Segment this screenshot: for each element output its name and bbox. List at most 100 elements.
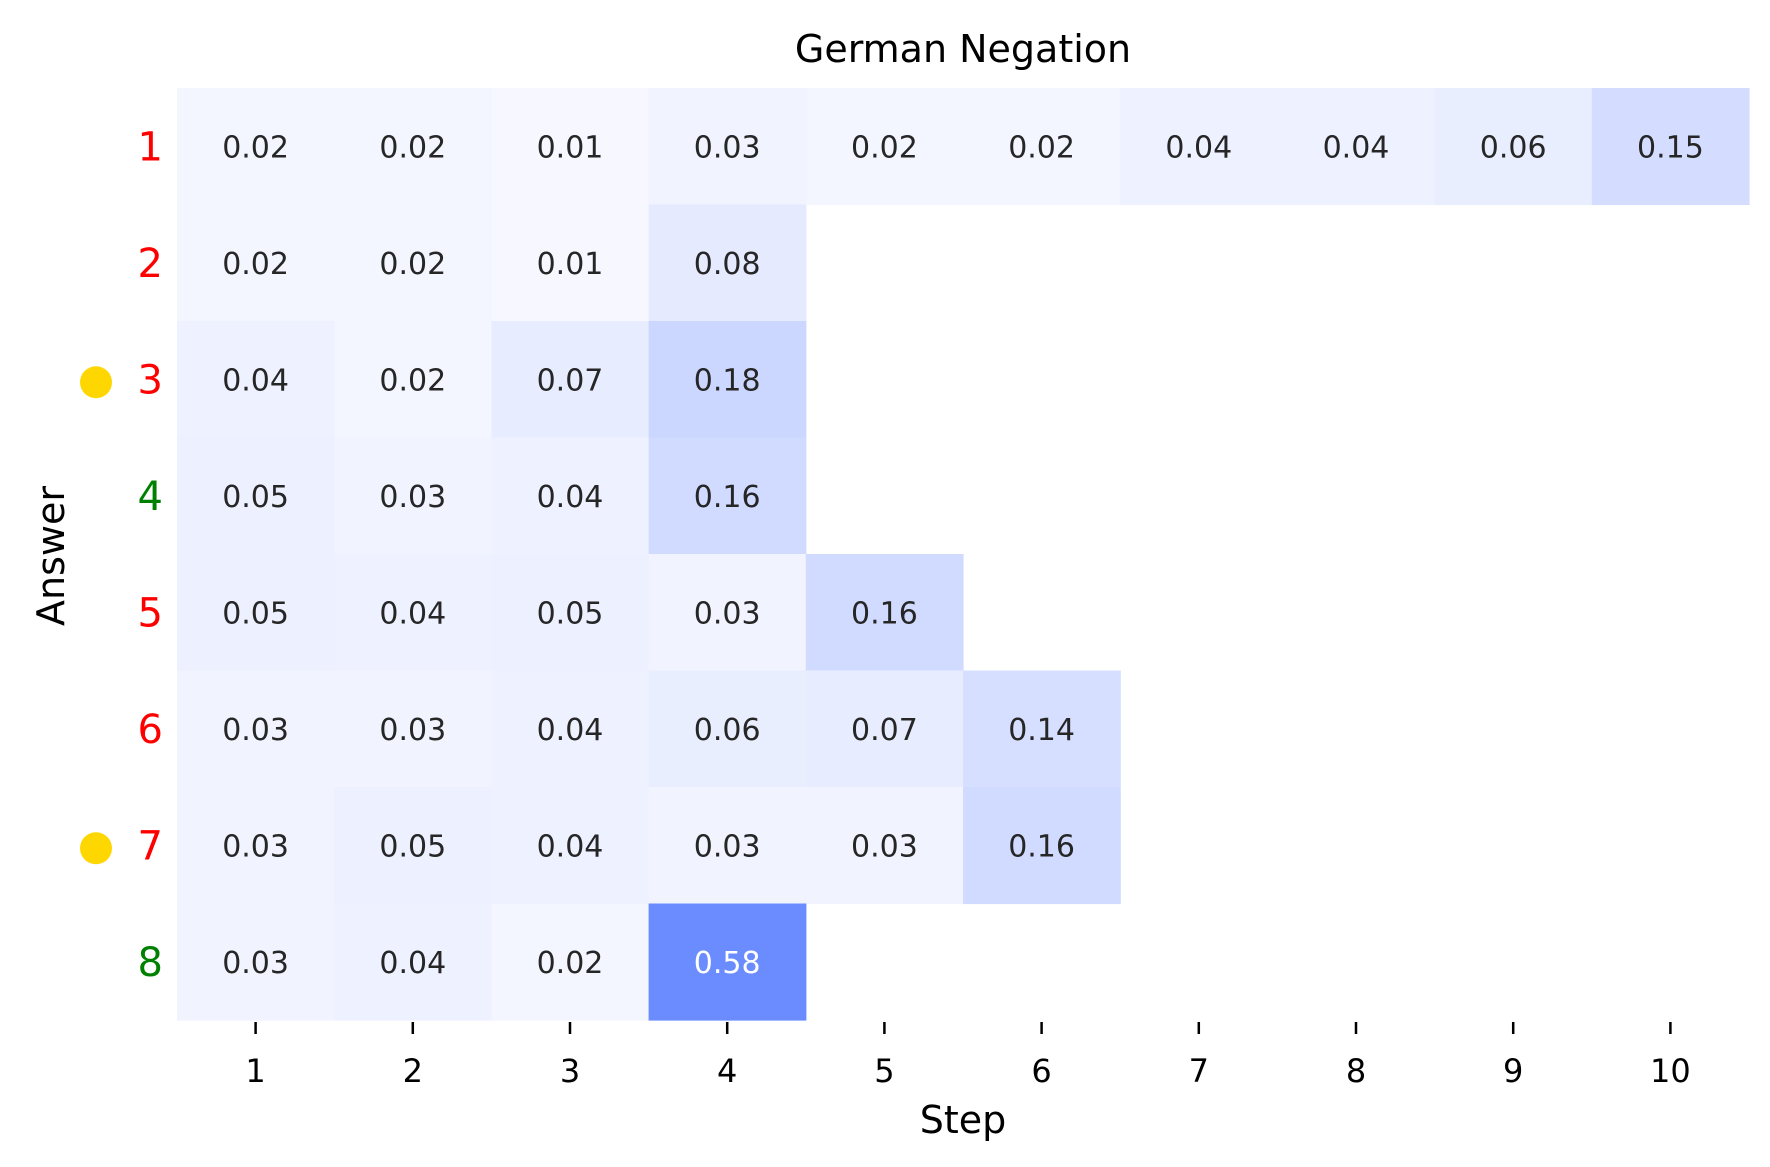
heatmap-cell xyxy=(334,321,492,439)
heatmap-cell xyxy=(1120,88,1278,206)
cell-value-label: 0.03 xyxy=(379,480,446,515)
cell-value-label: 0.02 xyxy=(379,247,446,282)
heatmap-cell xyxy=(491,204,650,322)
x-tick-label: 6 xyxy=(1031,1052,1051,1090)
cell-value-label: 0.03 xyxy=(851,829,918,864)
cell-value-label: 0.03 xyxy=(694,596,761,631)
cell-value-label: 0.07 xyxy=(851,713,918,748)
heatmap-cell xyxy=(177,554,335,672)
x-tick-label: 9 xyxy=(1503,1052,1523,1090)
cell-value-label: 0.04 xyxy=(537,829,604,864)
heatmap-cell xyxy=(1277,88,1436,206)
heatmap-cells: 0.02 0.02 0.01 0.03 0.02 0.02 0.04 0.04 0.06 0.15… xyxy=(177,88,1750,1021)
cell-value-label: 0.02 xyxy=(379,130,446,165)
heatmap-cell xyxy=(177,204,335,322)
heatmap-cell xyxy=(805,787,964,905)
heatmap-cell xyxy=(648,204,807,322)
heatmap-cell xyxy=(334,554,492,672)
chart-title: German Negation xyxy=(795,27,1131,71)
heatmap-cell xyxy=(177,903,335,1021)
x-tick-label: 2 xyxy=(403,1052,423,1090)
cell-value-label: 0.05 xyxy=(222,596,289,631)
cell-value-label: 0.03 xyxy=(694,130,761,165)
x-tick-label: 1 xyxy=(245,1052,265,1090)
cell-value-label: 0.03 xyxy=(222,829,289,864)
x-tick-label: 4 xyxy=(717,1052,737,1090)
cell-value-label: 0.16 xyxy=(851,596,918,631)
cell-value-label: 0.04 xyxy=(379,596,446,631)
cell-value-label: 0.04 xyxy=(379,946,446,981)
cell-value-label: 0.03 xyxy=(694,829,761,864)
cell-value-label: 0.58 xyxy=(694,946,761,981)
x-tick-label: 5 xyxy=(874,1052,894,1090)
y-tick-label: 1 xyxy=(138,124,163,170)
answer-marker-dot xyxy=(80,832,112,865)
heatmap-cell xyxy=(1434,88,1593,206)
cell-value-label: 0.06 xyxy=(1480,130,1547,165)
heatmap-cell xyxy=(648,903,807,1021)
heatmap-cell xyxy=(177,321,335,439)
cell-value-label: 0.04 xyxy=(537,480,604,515)
heatmap-cell xyxy=(805,88,964,206)
heatmap-cell xyxy=(805,554,964,672)
heatmap-cell xyxy=(334,670,492,788)
x-axis-label: Step xyxy=(920,1098,1007,1142)
y-tick-label: 2 xyxy=(138,241,163,287)
x-tick-label: 3 xyxy=(560,1052,580,1090)
y-axis-label: Answer xyxy=(29,486,73,626)
cell-value-label: 0.06 xyxy=(694,713,761,748)
heatmap-cell xyxy=(491,321,650,439)
cell-value-label: 0.05 xyxy=(379,829,446,864)
cell-value-label: 0.15 xyxy=(1637,130,1704,165)
heatmap-cell xyxy=(1591,88,1750,206)
heatmap-cell xyxy=(491,903,650,1021)
cell-value-label: 0.05 xyxy=(222,480,289,515)
y-tick-label: 3 xyxy=(138,357,163,403)
heatmap-cell xyxy=(334,903,492,1021)
heatmap-cell xyxy=(334,437,492,555)
heatmap-cell xyxy=(648,321,807,439)
cell-value-label: 0.02 xyxy=(222,130,289,165)
heatmap-cell xyxy=(648,88,807,206)
cell-value-label: 0.18 xyxy=(694,363,761,398)
y-tick-label: 5 xyxy=(138,590,163,636)
cell-value-label: 0.02 xyxy=(379,363,446,398)
answer-marker-dot xyxy=(80,366,112,399)
heatmap-cell xyxy=(491,554,650,672)
heatmap-cell xyxy=(177,787,335,905)
heatmap-cell xyxy=(963,88,1121,206)
cell-value-label: 0.05 xyxy=(537,596,604,631)
cell-value-label: 0.01 xyxy=(537,247,604,282)
heatmap-cell xyxy=(334,787,492,905)
x-tick-label: 8 xyxy=(1346,1052,1366,1090)
heatmap-cell xyxy=(648,554,807,672)
heatmap-cell xyxy=(491,88,650,206)
cell-value-label: 0.03 xyxy=(222,946,289,981)
x-tick-label: 10 xyxy=(1650,1052,1691,1090)
heatmap-cell xyxy=(177,88,335,206)
heatmap-cell xyxy=(963,787,1121,905)
cell-value-label: 0.16 xyxy=(694,480,761,515)
y-tick-label: 6 xyxy=(138,707,163,753)
x-tick-label: 7 xyxy=(1189,1052,1209,1090)
heatmap-cell xyxy=(648,787,807,905)
cell-value-label: 0.02 xyxy=(222,247,289,282)
x-ticks: 1 2 3 4 5 6 7 8 9 10 xyxy=(245,1022,1691,1090)
heatmap-cell xyxy=(177,670,335,788)
cell-value-label: 0.03 xyxy=(222,713,289,748)
heatmap-cell xyxy=(334,204,492,322)
cell-value-label: 0.02 xyxy=(851,130,918,165)
heatmap-cell xyxy=(648,670,807,788)
heatmap-cell xyxy=(491,670,650,788)
cell-value-label: 0.04 xyxy=(222,363,289,398)
cell-value-label: 0.01 xyxy=(537,130,604,165)
heatmap-cell xyxy=(491,437,650,555)
cell-value-label: 0.03 xyxy=(379,713,446,748)
heatmap-cell xyxy=(177,437,335,555)
y-tick-labels: 1 2 3 4 5 6 7 8 xyxy=(80,124,163,986)
cell-value-label: 0.16 xyxy=(1008,829,1075,864)
cell-value-label: 0.04 xyxy=(1323,130,1390,165)
heatmap-cell xyxy=(334,88,492,206)
cell-value-label: 0.14 xyxy=(1008,713,1075,748)
